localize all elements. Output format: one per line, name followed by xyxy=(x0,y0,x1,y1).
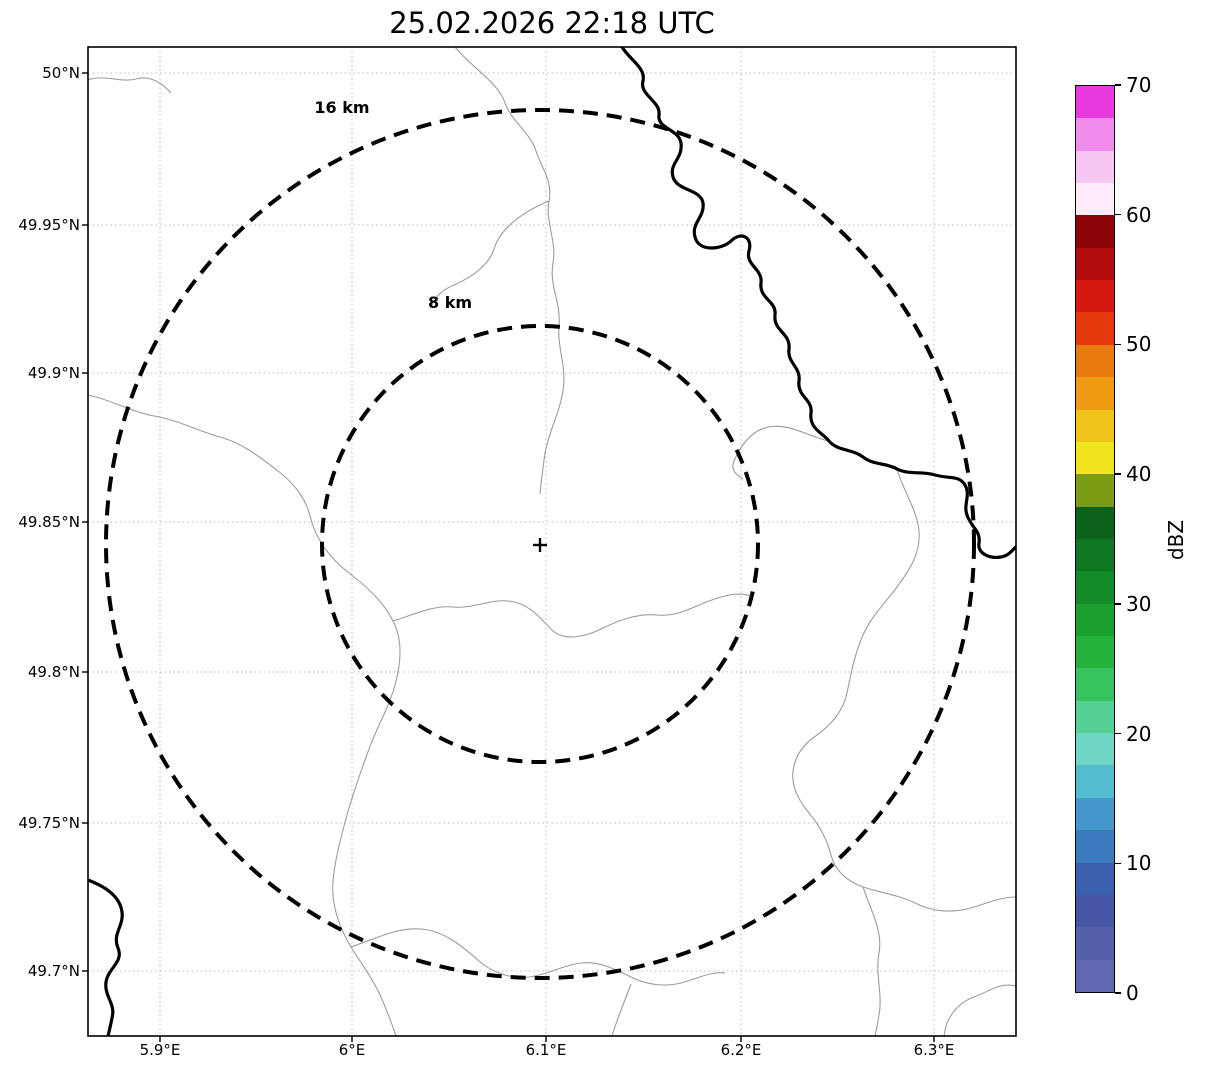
colorbar-segment xyxy=(1076,765,1114,798)
boundary-line xyxy=(943,984,1016,1036)
y-tick-label-4975n: 49.75°N xyxy=(18,814,80,832)
colorbar-segment xyxy=(1076,538,1114,572)
colorbar-segment xyxy=(1076,441,1114,475)
boundary-line xyxy=(732,425,829,480)
boundary-line xyxy=(611,983,632,1036)
colorbar-segment xyxy=(1076,280,1114,313)
colorbar-segment xyxy=(1076,603,1114,637)
colorbar-segment xyxy=(1076,862,1114,895)
colorbar-segment xyxy=(1076,344,1114,378)
range-ring-8km xyxy=(320,324,760,764)
range-ring-label-8km: 8 km xyxy=(427,293,472,312)
x-tick-label-59e: 5.9°E xyxy=(139,1041,181,1059)
colorbar-segment xyxy=(1076,830,1114,863)
river-border-line xyxy=(620,47,1016,559)
grid-lines xyxy=(88,47,1016,1036)
colorbar-segment xyxy=(1076,183,1114,216)
range-rings xyxy=(104,108,976,980)
boundary-line xyxy=(350,928,726,986)
boundary-line xyxy=(309,515,401,1036)
boundary-line xyxy=(454,47,565,495)
x-tick-label-6e: 6°E xyxy=(338,1041,366,1059)
plot-border xyxy=(87,46,1017,1037)
colorbar-segment xyxy=(1076,959,1114,992)
colorbar-segment xyxy=(1076,668,1114,701)
colorbar-segment xyxy=(1076,118,1114,151)
colorbar-segment xyxy=(1076,571,1114,604)
admin-boundaries xyxy=(88,47,1016,1036)
colorbar-gradient xyxy=(1076,85,1114,992)
y-tick-label-499n: 49.9°N xyxy=(27,364,80,382)
boundary-line xyxy=(88,394,311,517)
range-ring-16km xyxy=(104,108,976,980)
colorbar-segment xyxy=(1076,474,1114,507)
colorbar xyxy=(1075,85,1115,993)
radar-center-marker xyxy=(533,538,547,552)
axis-ticks xyxy=(82,72,935,1042)
y-tick-label-497n: 49.7°N xyxy=(27,962,80,980)
boundary-line xyxy=(862,886,881,1036)
x-tick-label-62e: 6.2°E xyxy=(720,1041,762,1059)
country-border-river xyxy=(88,47,1016,1036)
y-tick-label-4995n: 49.95°N xyxy=(18,216,80,234)
boundary-line xyxy=(792,468,1016,912)
y-tick-label-498n: 49.8°N xyxy=(27,663,80,681)
colorbar-segment xyxy=(1076,797,1114,831)
plot-title: 25.02.2026 22:18 UTC xyxy=(389,6,715,40)
colorbar-segment xyxy=(1076,636,1114,669)
boundary-line xyxy=(392,593,754,638)
colorbar-segment xyxy=(1076,733,1114,766)
colorbar-segment xyxy=(1076,700,1114,734)
colorbar-segment xyxy=(1076,377,1114,410)
colorbar-segment xyxy=(1076,247,1114,281)
colorbar-segment xyxy=(1076,150,1114,184)
colorbar-segment xyxy=(1076,85,1114,119)
colorbar-segment xyxy=(1076,927,1114,960)
colorbar-segment xyxy=(1076,409,1114,442)
colorbar-segment xyxy=(1076,894,1114,928)
colorbar-segment xyxy=(1076,312,1114,345)
colorbar-segment xyxy=(1076,215,1114,248)
colorbar-segment xyxy=(1076,506,1114,539)
y-tick-label-4985n: 49.85°N xyxy=(18,513,80,531)
colorbar-label: dBZ xyxy=(1164,519,1188,561)
border-line-southwest xyxy=(88,878,124,1036)
boundary-line xyxy=(431,200,550,306)
boundary-line xyxy=(88,77,172,94)
x-tick-label-63e: 6.3°E xyxy=(913,1041,955,1059)
x-tick-label-61e: 6.1°E xyxy=(525,1041,567,1059)
y-tick-label-50n: 50°N xyxy=(42,64,80,82)
range-ring-label-16km: 16 km xyxy=(314,98,370,117)
